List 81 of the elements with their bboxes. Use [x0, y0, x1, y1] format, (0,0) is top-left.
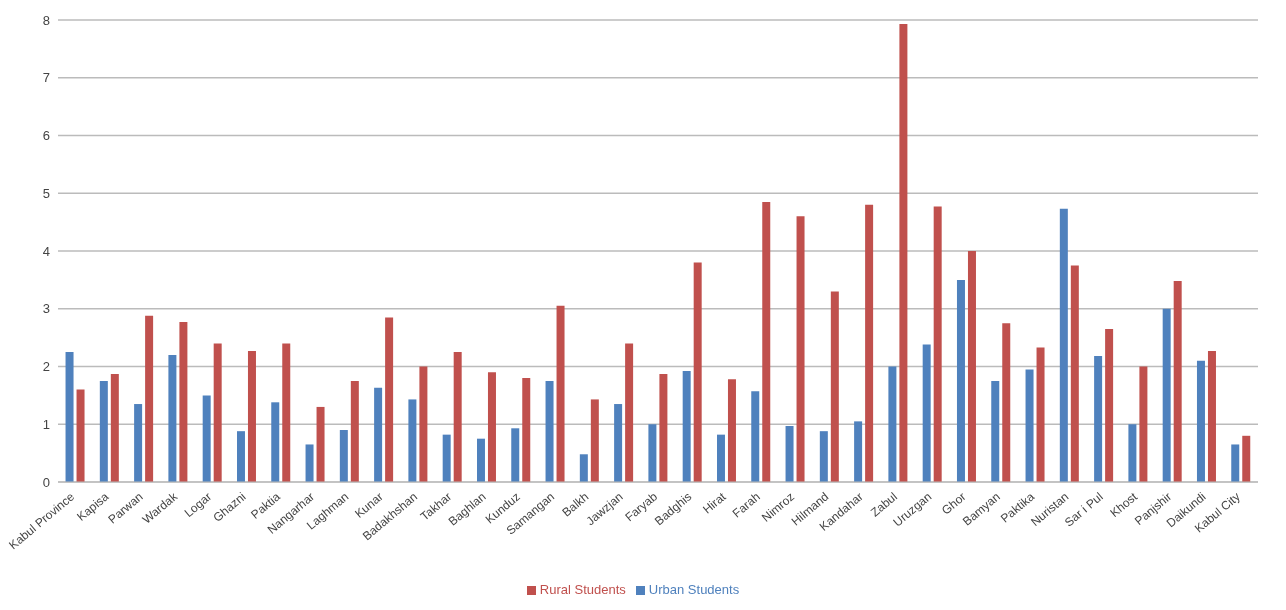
bar: [1231, 444, 1240, 482]
bar: [487, 372, 496, 482]
bar: [819, 431, 828, 482]
bar: [76, 389, 85, 482]
bar: [1002, 323, 1011, 482]
bar: [442, 434, 451, 482]
legend-label: Rural Students: [539, 582, 626, 597]
bar: [614, 404, 623, 482]
bar: [1105, 328, 1114, 482]
bar: [1139, 366, 1148, 482]
y-tick-label: 0: [42, 474, 50, 490]
bar: [350, 380, 359, 482]
bar: [476, 438, 485, 482]
bar: [1036, 347, 1045, 482]
bar: [213, 343, 222, 482]
bar: [522, 378, 531, 482]
bar: [316, 406, 325, 482]
bar: [888, 366, 897, 482]
bar: [693, 262, 702, 482]
bar: [236, 431, 245, 482]
bar: [305, 444, 314, 482]
bar: [922, 344, 931, 482]
bar: [967, 251, 976, 482]
bar: [1207, 350, 1216, 482]
bar: [991, 380, 1000, 482]
bar: [785, 425, 794, 482]
bar: [682, 371, 691, 482]
bar: [168, 354, 177, 482]
bar: [727, 379, 736, 482]
bar: [247, 350, 256, 482]
bar: [830, 291, 839, 482]
bar: [271, 402, 280, 482]
bar: [339, 430, 348, 482]
bar: [1162, 308, 1171, 482]
bar: [1173, 281, 1182, 482]
bar: [453, 352, 462, 482]
bar: [1128, 424, 1137, 482]
y-tick-label: 2: [42, 359, 50, 375]
bar: [933, 206, 942, 482]
bar: [1059, 208, 1068, 482]
bar: [282, 343, 291, 482]
y-tick-label: 1: [42, 416, 50, 432]
bar: [854, 421, 863, 482]
bar: [899, 24, 908, 482]
bar: [511, 428, 520, 482]
bar: [134, 404, 143, 482]
bar: [956, 279, 965, 482]
bar: [579, 454, 588, 482]
bar: [202, 395, 211, 482]
bar: [625, 343, 634, 482]
y-tick-label: 7: [42, 70, 50, 86]
bar: [1025, 369, 1034, 482]
bar: [1242, 435, 1251, 482]
y-tick-label: 8: [42, 12, 50, 28]
bar: [1094, 356, 1103, 482]
y-tick-label: 3: [42, 301, 50, 317]
bar: [796, 216, 805, 482]
y-tick-label: 6: [42, 128, 50, 144]
bar: [1070, 265, 1079, 482]
bar: [145, 315, 154, 482]
bar: [99, 380, 108, 482]
bar: [408, 399, 417, 482]
bar: [659, 374, 668, 482]
bar: [545, 380, 554, 482]
bar: [865, 204, 874, 482]
bar: [419, 366, 428, 482]
y-tick-label: 5: [42, 185, 50, 201]
bar: [110, 374, 119, 482]
bar: [374, 387, 383, 482]
legend-label: Urban Students: [648, 582, 740, 597]
bar: [1196, 360, 1205, 482]
bar: [762, 201, 771, 482]
bar: [751, 391, 760, 482]
bar: [716, 434, 725, 482]
bar: [648, 424, 657, 482]
bar: [590, 399, 599, 482]
bar: [385, 317, 394, 482]
bar: [179, 322, 188, 482]
y-tick-label: 4: [42, 243, 50, 259]
bar: [556, 305, 565, 482]
bar: [65, 352, 74, 482]
